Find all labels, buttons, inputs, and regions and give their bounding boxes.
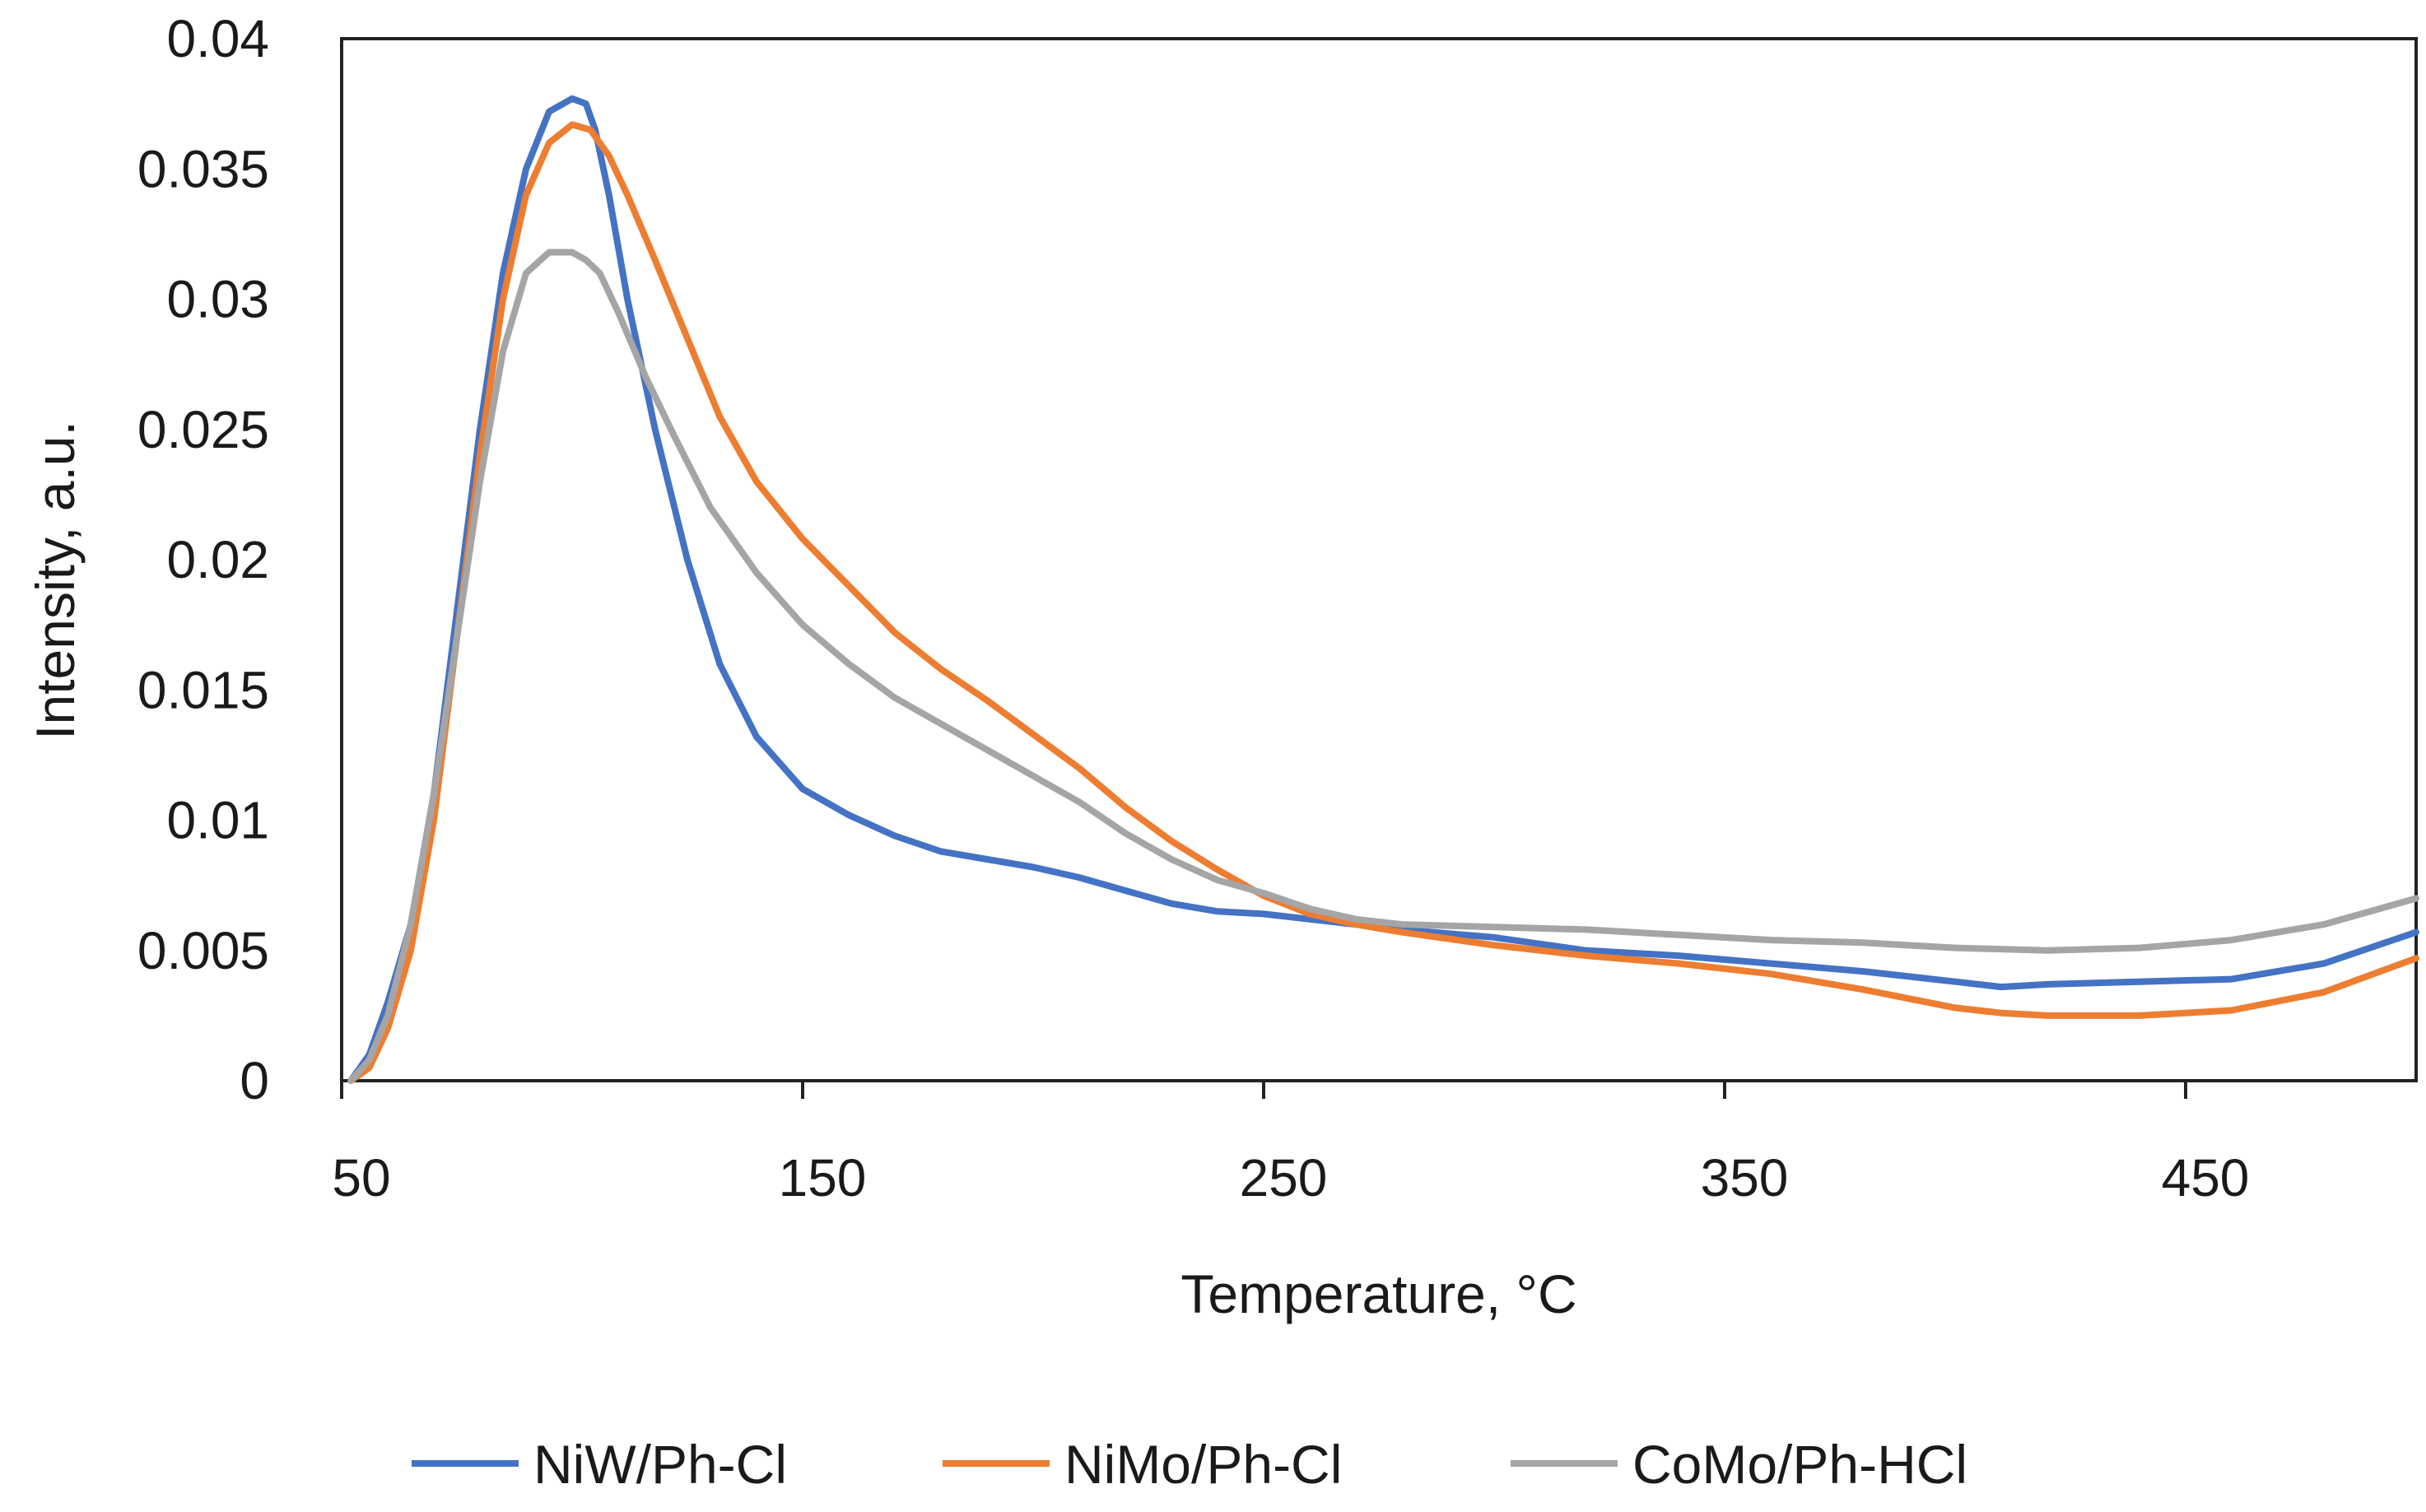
y-tick-label: 0.015: [137, 660, 269, 719]
legend-label-como-ph-hcl: CoMo/Ph-HCl: [1632, 1434, 1967, 1495]
y-tick-label: 0: [240, 1051, 269, 1110]
series-lines: [347, 95, 2419, 1084]
x-tick-label: 50: [332, 1148, 390, 1207]
plot-area-border: [340, 37, 2418, 1082]
series-line-como-ph-hcl: [347, 249, 2419, 1084]
legend-label-niw-ph-cl: NiW/Ph-Cl: [533, 1434, 787, 1495]
y-tick-label: 0.025: [137, 400, 269, 459]
y-tick-label: 0.01: [166, 791, 269, 850]
y-tick-label: 0.04: [166, 9, 269, 68]
y-tick-label: 0.005: [137, 921, 269, 980]
x-tick-label: 350: [1701, 1148, 1789, 1207]
y-tick-label: 0.035: [137, 139, 269, 198]
x-axis-tick-labels: 50 150 250 350 450: [332, 1148, 2249, 1207]
x-tick-label: 250: [1240, 1148, 1328, 1207]
y-axis-tick-labels: 0 0.005 0.01 0.015 0.02 0.025 0.03 0.035 0.04: [137, 9, 269, 1110]
x-axis-title: Temperature, °C: [1180, 1263, 1576, 1324]
y-tick-label: 0.02: [166, 530, 269, 589]
series-line-nimo-ph-cl: [347, 121, 2419, 1084]
x-tick-label: 450: [2162, 1148, 2250, 1207]
series-line-niw-ph-cl: [347, 95, 2419, 1084]
legend: NiW/Ph-Cl NiMo/Ph-Cl CoMo/Ph-HCl: [412, 1434, 1967, 1495]
x-axis-ticks: [340, 1081, 2187, 1099]
legend-label-nimo-ph-cl: NiMo/Ph-Cl: [1064, 1434, 1342, 1495]
y-axis-title: Intensity, a.u.: [25, 421, 86, 740]
y-tick-label: 0.03: [166, 270, 269, 329]
x-tick-label: 150: [779, 1148, 867, 1207]
